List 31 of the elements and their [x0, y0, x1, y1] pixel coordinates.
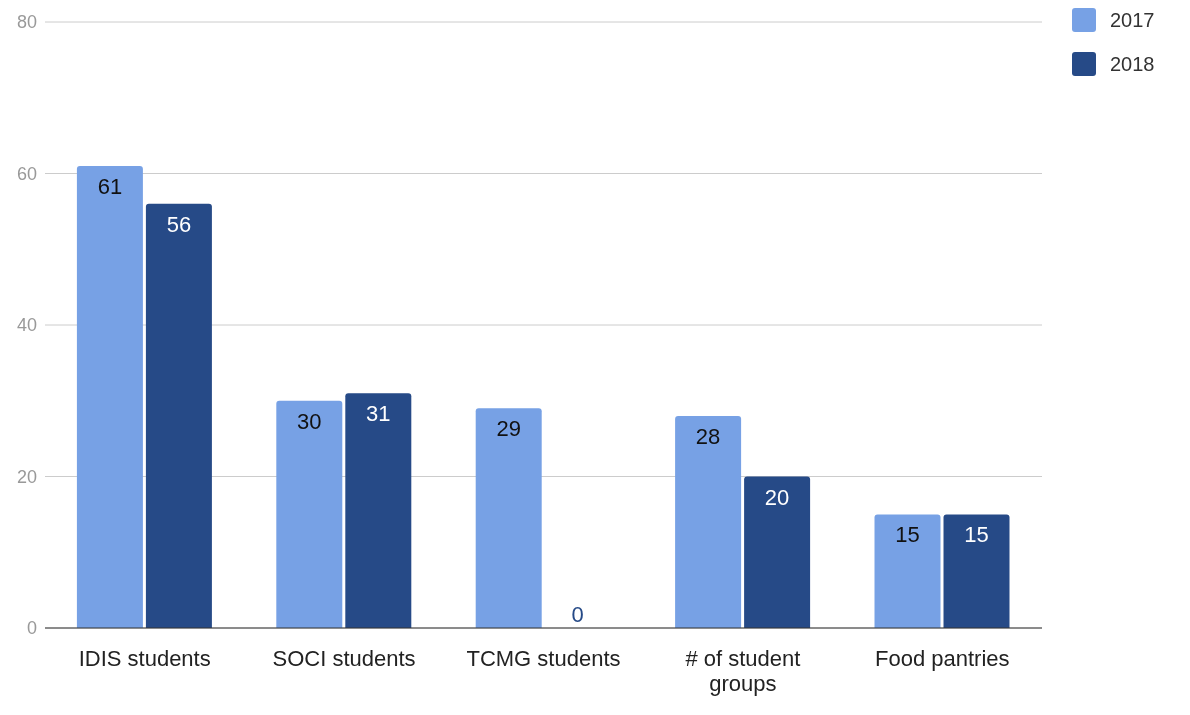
bar — [276, 400, 343, 628]
data-label: 61 — [97, 173, 123, 199]
data-label: 15 — [964, 522, 989, 548]
bar — [475, 408, 542, 628]
bar — [874, 514, 941, 628]
data-label: 30 — [297, 408, 322, 434]
x-tick-label: IDIS students — [78, 646, 211, 671]
bar — [345, 393, 412, 628]
x-tick-label: # of student groups — [685, 646, 801, 696]
x-tick-label: Food pantries — [875, 646, 1010, 671]
legend-label: 2017 — [1109, 8, 1156, 32]
x-tick-label: SOCI students — [272, 646, 416, 671]
data-label: 20 — [764, 484, 790, 510]
data-label: 28 — [695, 423, 721, 449]
y-tick-label: 20 — [16, 466, 37, 487]
bar — [145, 203, 212, 628]
bar — [675, 415, 742, 628]
bar — [943, 514, 1010, 628]
bar — [76, 165, 143, 628]
y-tick-label: 60 — [16, 163, 37, 184]
legend-label: 2018 — [1109, 52, 1156, 76]
y-tick-label: 40 — [16, 315, 37, 336]
x-tick-label: TCMG students — [466, 646, 621, 671]
data-label: 56 — [166, 211, 192, 237]
data-label: 0 — [571, 602, 584, 627]
y-tick-label: 80 — [16, 12, 37, 33]
bar — [744, 476, 811, 628]
data-label: 31 — [366, 401, 391, 427]
data-label: 15 — [895, 522, 920, 548]
data-label: 29 — [496, 416, 521, 442]
y-tick-label: 0 — [26, 618, 37, 639]
